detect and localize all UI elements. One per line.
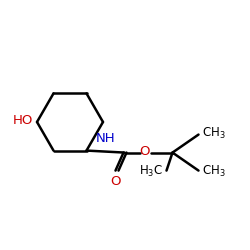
Text: H$_3$C: H$_3$C: [140, 164, 164, 179]
Text: CH$_3$: CH$_3$: [202, 164, 225, 179]
Text: NH: NH: [96, 132, 115, 144]
Text: CH$_3$: CH$_3$: [202, 126, 225, 141]
Text: HO: HO: [12, 114, 33, 128]
Text: O: O: [139, 145, 150, 158]
Text: O: O: [110, 174, 121, 188]
